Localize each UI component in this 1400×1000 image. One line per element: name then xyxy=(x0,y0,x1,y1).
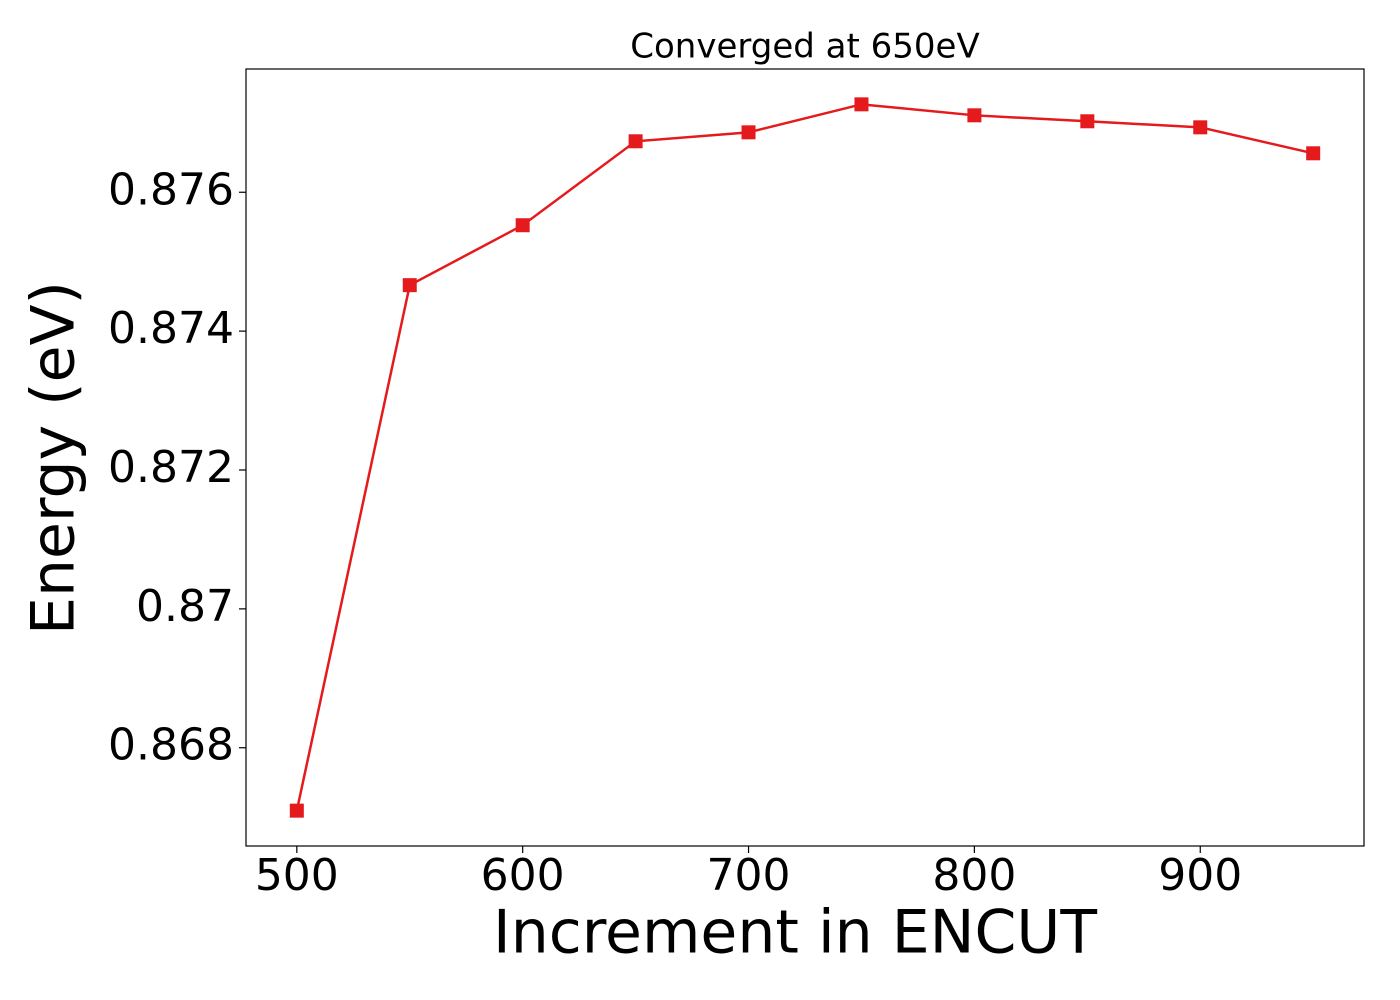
x-tick-label: 900 xyxy=(1158,850,1242,901)
marker xyxy=(1193,120,1208,135)
x-tick-label: 500 xyxy=(255,850,339,901)
x-tick-label: 600 xyxy=(481,850,565,901)
line xyxy=(295,103,1314,811)
marker xyxy=(854,97,869,112)
y-tick-label: 0.872 xyxy=(108,442,234,493)
marker xyxy=(741,125,756,140)
marker xyxy=(967,108,982,123)
marker xyxy=(289,803,304,818)
x-tick-label: 800 xyxy=(932,850,1016,901)
marker xyxy=(1306,146,1321,161)
chart-title: Converged at 650eV xyxy=(630,27,979,67)
y-tick-label: 0.868 xyxy=(108,720,234,771)
y-axis-label: Energy (eV) xyxy=(19,281,89,635)
y-tick-label: 0.876 xyxy=(108,164,234,215)
x-tick-label: 700 xyxy=(707,850,791,901)
marker xyxy=(628,134,643,149)
y-tick-label: 0.874 xyxy=(108,303,234,354)
plot-frame xyxy=(245,68,1365,847)
x-axis-label: Increment in ENCUT xyxy=(493,898,1097,968)
marker xyxy=(402,278,417,293)
marker xyxy=(1080,114,1095,129)
marker xyxy=(515,218,530,233)
y-tick-label: 0.87 xyxy=(136,581,234,632)
